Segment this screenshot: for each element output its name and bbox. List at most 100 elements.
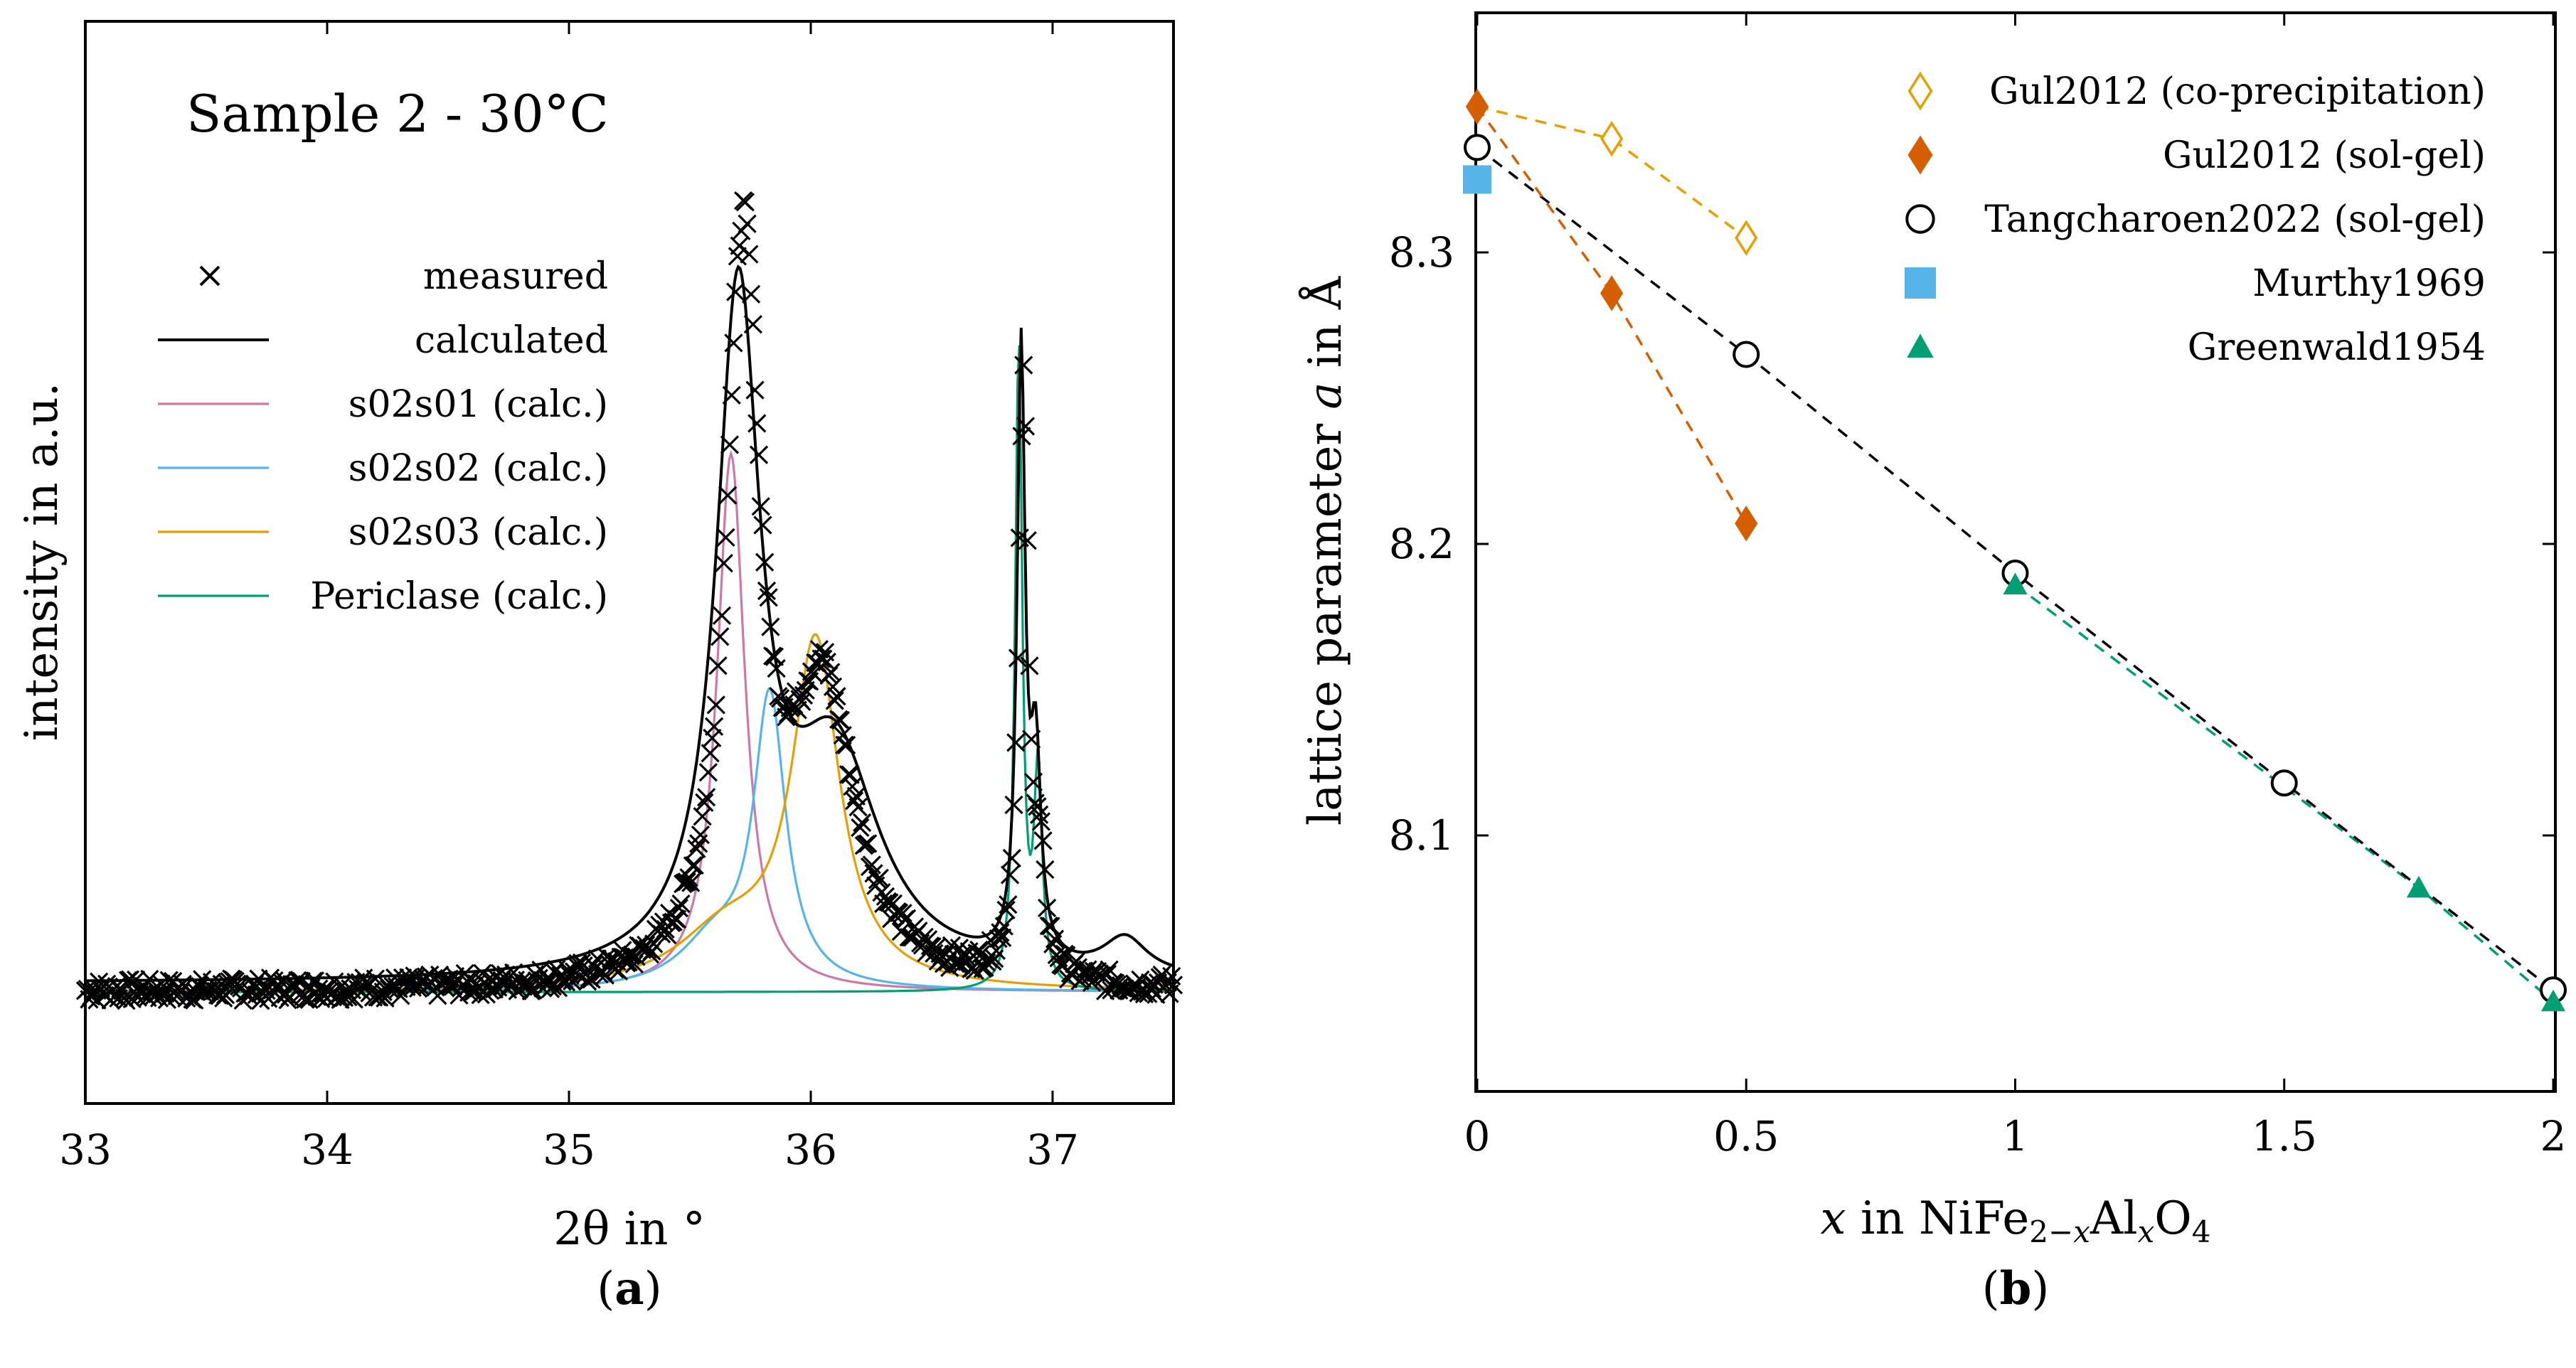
measured-point [852, 813, 872, 833]
measured-point [681, 873, 701, 892]
measured-point [685, 855, 704, 875]
measured-point [1043, 934, 1063, 953]
measured-point [1036, 860, 1055, 880]
measured-point [825, 691, 844, 710]
data-point [2406, 875, 2431, 898]
legend-measured-label: measured [423, 255, 608, 298]
panel-a-label: (a) [597, 1262, 662, 1315]
legend-gul2012-co-precipitation-swatch [1907, 71, 1933, 111]
data-point [1735, 220, 1758, 256]
measured-point [759, 588, 778, 607]
measured-point [1012, 427, 1031, 446]
measured-point [755, 552, 775, 572]
measured-point [391, 986, 410, 1005]
legend-greenwald1954-swatch [1907, 333, 1934, 358]
measured-point [720, 435, 740, 454]
legend-murthy1969-swatch [1905, 267, 1936, 299]
legend-s02s03-calc-label: s02s03 (calc.) [348, 511, 608, 554]
measured-point [835, 735, 854, 754]
measured-point [712, 606, 732, 625]
measured-point [679, 868, 698, 887]
legend-gul2012-co-precipitation-label: Gul2012 (co-precipitation) [1989, 70, 2486, 113]
x-tick-label: 33 [59, 1126, 112, 1174]
measured-point [1002, 848, 1021, 868]
panel-a-x-ticks: 33 34 35 36 37 [59, 21, 1079, 1174]
measured-point [996, 900, 1016, 920]
measured-point [1016, 417, 1036, 436]
legend-calculated-label: calculated [415, 319, 608, 362]
measured-point [677, 872, 696, 892]
x-tick-label: 35 [543, 1126, 595, 1174]
measured-point [658, 925, 677, 945]
measured-point [703, 728, 722, 748]
measured-point [757, 581, 777, 601]
measured-point [695, 793, 714, 812]
x-tick-label: 2 [2540, 1112, 2567, 1160]
y-tick-label: 8.1 [1389, 811, 1454, 860]
measured-point [989, 929, 1008, 948]
panel-a-legend: measured calculated s02s01 (calc.) s02s02 (… [158, 255, 608, 618]
measured-point [765, 647, 784, 666]
panel-a-letter: a [614, 1262, 644, 1315]
panel-b-x-axis-label: x in NiFe2−xAlxO4 [1821, 1192, 2211, 1249]
data-point [2270, 769, 2298, 797]
x-tick-label: 34 [301, 1126, 353, 1174]
measured-point [994, 917, 1014, 936]
legend-greenwald1954-label: Greenwald1954 [2188, 326, 2486, 369]
series-measured-markers [75, 191, 1183, 1010]
measured-point [1039, 917, 1058, 936]
measured-point [1008, 648, 1028, 668]
measured-point [749, 445, 769, 464]
panel-a-annotation: Sample 2 - 30°C [186, 84, 609, 144]
measured-point [613, 941, 632, 960]
measured-point [696, 788, 716, 807]
measured-point [722, 385, 741, 405]
measured-point [726, 282, 745, 301]
measured-point [691, 825, 710, 845]
measured-point [837, 735, 856, 755]
measured-point [753, 515, 772, 535]
panel-a-plot-frame [84, 20, 1175, 1105]
measured-point [1045, 929, 1065, 948]
panel-b-label: (b) [1981, 1262, 2050, 1315]
measured-point [827, 687, 846, 706]
measured-point [687, 839, 706, 858]
measured-point [839, 765, 858, 784]
measured-point [718, 486, 738, 505]
panel-b-legend: Gul2012 (co-precipitation) Gul2012 (sol-g… [1905, 70, 2486, 369]
legend-gul2012-sol-gel-label: Gul2012 (sol-gel) [2163, 134, 2486, 177]
measured-point [1030, 805, 1049, 824]
panel-b-ticks: 0 0.5 1 1.5 2 8.1 8.2 8.3 [1389, 13, 2567, 1160]
measured-point [851, 818, 870, 838]
x-tick-label: 1.5 [2252, 1112, 2317, 1160]
legend-s02s02-calc-label: s02s02 (calc.) [348, 447, 608, 490]
panel-a-series [75, 191, 1183, 1010]
measured-point [949, 939, 969, 958]
measured-point [1031, 812, 1051, 831]
x-tick-label: 0 [1464, 1112, 1491, 1160]
panel-b-y-axis-label: lattice parameter a in Å [1299, 276, 1352, 825]
data-point [1464, 134, 1491, 161]
series-murthy1969-markers [1463, 165, 1491, 194]
measured-point [993, 928, 1012, 947]
measured-point [701, 744, 720, 763]
measured-point [761, 617, 780, 636]
measured-point [595, 966, 614, 985]
measured-point [714, 554, 733, 573]
measured-point [767, 658, 786, 678]
measured-point [1000, 865, 1020, 885]
data-point [1600, 120, 1624, 157]
y-tick-label: 8.3 [1389, 228, 1454, 277]
panel-a-y-axis-label: intensity in a.u. [16, 383, 68, 741]
measured-point [642, 941, 661, 961]
measured-point [1022, 730, 1041, 749]
legend-tangcharoen2022-sol-gel-label: Tangcharoen2022 (sol-gel) [1984, 198, 2486, 241]
measured-point [1141, 973, 1160, 993]
measured-point [624, 954, 644, 973]
measured-point [710, 627, 730, 646]
measured-point [724, 333, 743, 353]
measured-point [1006, 733, 1026, 752]
measured-point [738, 214, 757, 233]
data-point [1463, 165, 1491, 194]
